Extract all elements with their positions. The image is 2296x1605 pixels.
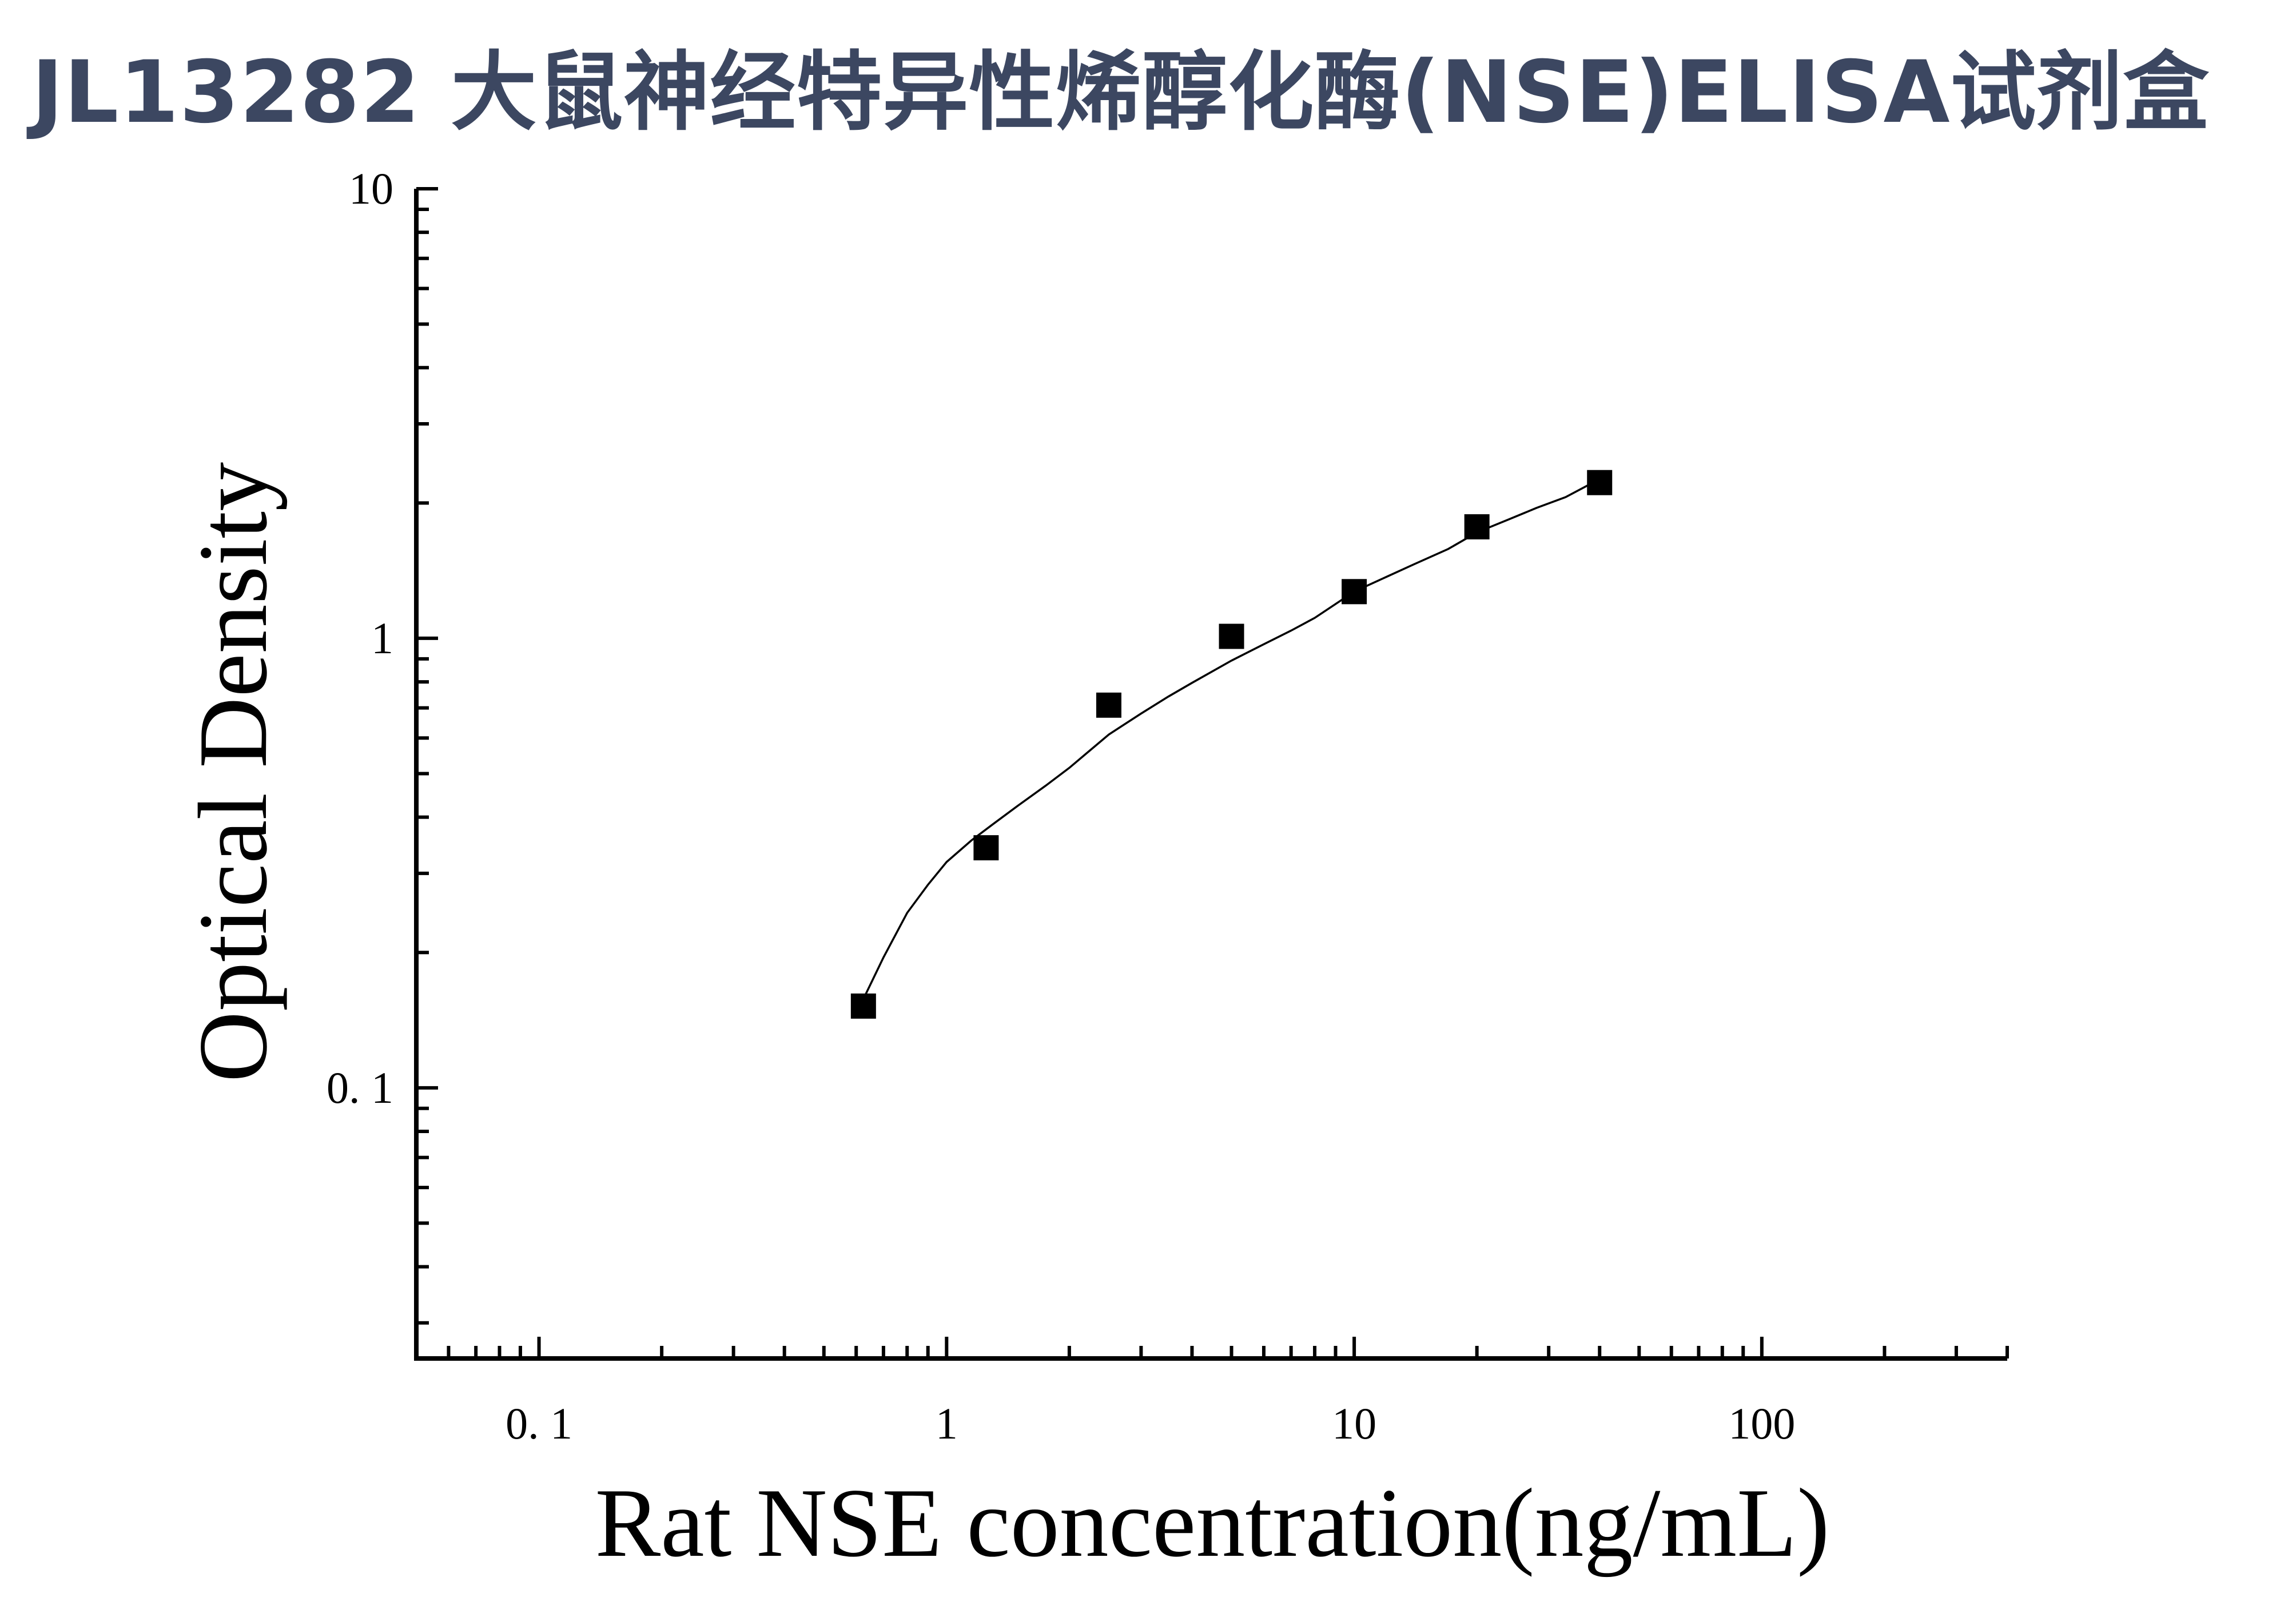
data-point [1587,470,1613,495]
tick-labels: 0. 1 1 10 100 0. 1 1 10 [327,164,1795,1448]
x-tick-label: 10 [1332,1399,1376,1448]
x-tick-label: 100 [1728,1399,1795,1448]
data-point [1096,692,1121,718]
data-point [850,993,876,1019]
data-points-layer [850,470,1613,1019]
axes [414,189,2007,1361]
page-title: JL13282 大鼠神经特异性烯醇化酶(NSE)ELISA试剂盒 [31,43,2210,142]
y-tick-label: 1 [371,613,393,663]
x-axis-title: Rat NSE concentration(ng/mL) [595,1469,1830,1578]
y-tick-label: 10 [349,164,393,213]
x-tick-label: 1 [936,1399,958,1448]
data-point [1219,623,1244,649]
data-point [1464,514,1490,540]
fit-curve [864,478,1601,997]
y-tick-label: 0. 1 [327,1063,393,1113]
ticks [415,187,2009,1358]
data-point [973,835,999,861]
data-point [1342,579,1367,605]
x-tick-label: 0. 1 [506,1399,572,1448]
fit-curve-layer [864,478,1601,997]
y-axis-title: Optical Density [179,462,288,1082]
